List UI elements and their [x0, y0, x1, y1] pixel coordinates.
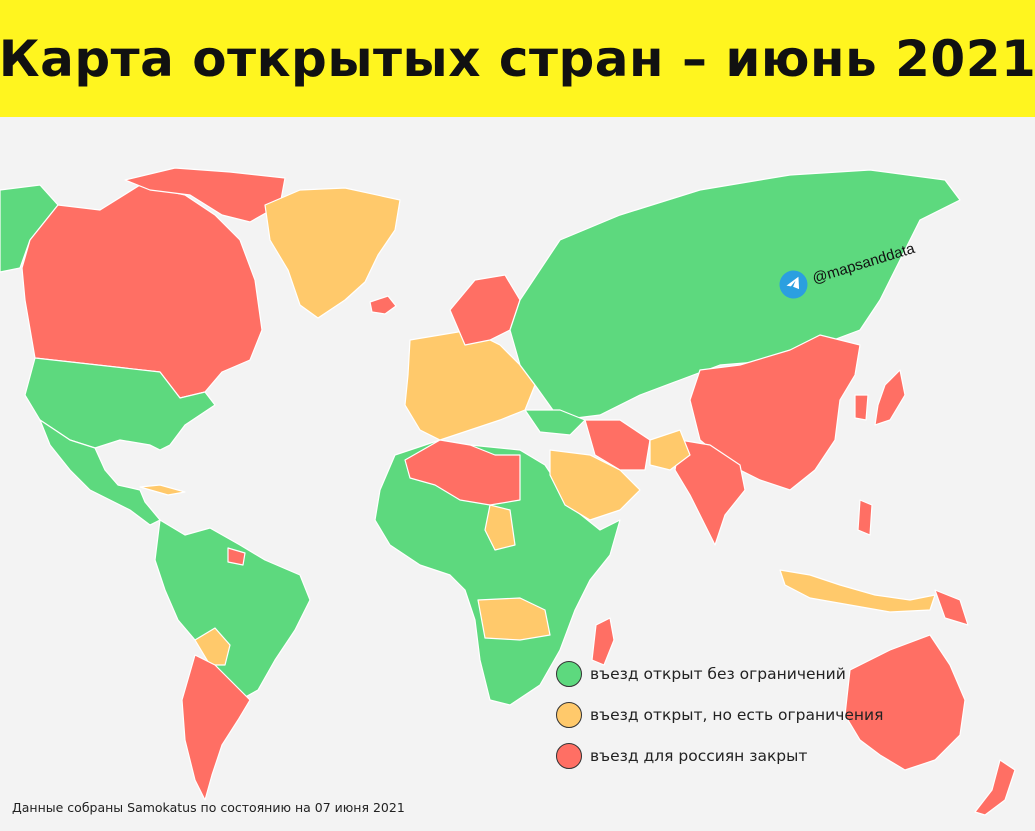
- legend-dot-restricted: [556, 701, 582, 728]
- legend-label-closed: въезд для россиян закрыт: [590, 746, 808, 765]
- source-note: Данные собраны Samokatus по состоянию на…: [12, 800, 405, 815]
- region-north-africa-closed: [404, 439, 521, 506]
- map-legend: въезд открыт без ограничений въезд откры…: [556, 660, 883, 783]
- region-turkey: [524, 409, 586, 436]
- region-indonesia: [779, 569, 936, 613]
- region-cuba: [139, 484, 186, 496]
- legend-item-restricted: въезд открыт, но есть ограничения: [556, 701, 883, 728]
- region-pakistan: [649, 429, 691, 471]
- region-iceland: [369, 295, 397, 315]
- region-japan: [874, 369, 906, 426]
- region-russia: [509, 169, 961, 421]
- legend-dot-closed: [556, 742, 582, 769]
- region-scandinavia: [449, 274, 521, 346]
- title-banner: Карта открытых стран – июнь 2021: [0, 0, 1035, 117]
- legend-dot-open: [556, 660, 582, 687]
- legend-label-open: въезд открыт без ограничений: [590, 664, 846, 683]
- region-south-america-north: [154, 519, 311, 701]
- legend-item-closed: въезд для россиян закрыт: [556, 742, 883, 769]
- region-new-zealand: [974, 759, 1016, 816]
- region-arabia: [549, 449, 641, 521]
- region-argentina-chile: [181, 654, 251, 801]
- region-png: [934, 589, 969, 626]
- telegram-handle[interactable]: @mapsanddata: [776, 234, 918, 303]
- region-korea: [854, 394, 869, 421]
- region-canada-arctic: [124, 167, 286, 223]
- telegram-icon: [776, 267, 811, 303]
- world-map: [0, 167, 1016, 816]
- region-greenland: [264, 187, 401, 319]
- region-central-africa-restricted: [484, 504, 516, 551]
- region-africa: [374, 439, 621, 706]
- legend-label-restricted: въезд открыт, но есть ограничения: [590, 705, 884, 724]
- legend-item-open: въезд открыт без ограничений: [556, 660, 883, 687]
- map-title: Карта открытых стран – июнь 2021: [0, 29, 1035, 88]
- region-madagascar: [591, 617, 615, 666]
- region-southern-africa-restricted: [477, 597, 551, 641]
- region-iran: [584, 419, 651, 471]
- region-philippines: [857, 499, 873, 536]
- region-guyana: [227, 547, 246, 566]
- region-australia: [844, 634, 966, 771]
- region-india: [674, 439, 746, 546]
